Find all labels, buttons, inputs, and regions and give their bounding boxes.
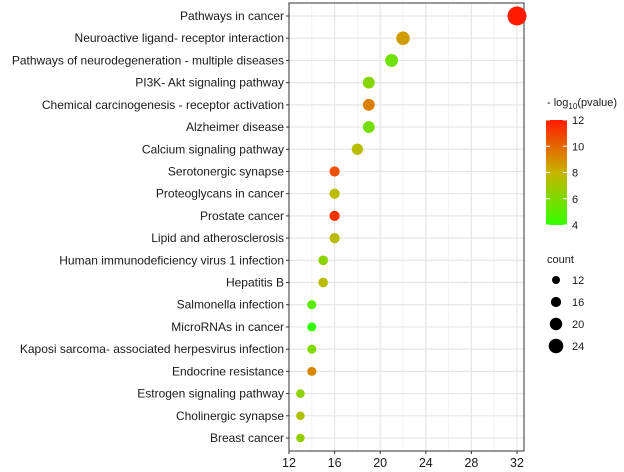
colorbar — [546, 120, 567, 225]
data-point — [318, 255, 329, 266]
data-point — [329, 233, 340, 244]
colorbar-label: 8 — [572, 168, 578, 180]
y-tick-label: Cholinergic synapse — [176, 409, 284, 423]
y-tick-label: Endocrine resistance — [172, 364, 284, 378]
data-points — [296, 6, 527, 443]
y-tick-label: Lipid and atherosclerosis — [151, 231, 284, 245]
data-point — [329, 188, 340, 199]
colorbar-label: 6 — [572, 194, 578, 206]
data-point — [362, 98, 375, 111]
y-tick-label: Salmonella infection — [177, 298, 284, 312]
data-point — [351, 143, 364, 155]
data-point — [307, 366, 317, 376]
y-tick-label: MicroRNAs in cancer — [171, 320, 284, 334]
y-axis-labels: Pathways in cancer Neuroactive ligand- re… — [12, 9, 289, 445]
x-tick-label: 16 — [328, 456, 342, 470]
grid-lines — [288, 3, 524, 451]
y-tick-label: PI3K- Akt signaling pathway — [135, 76, 284, 90]
size-legend-label: 20 — [572, 319, 584, 331]
x-axis-ticks: 12 16 20 24 28 32 — [282, 451, 524, 470]
data-point — [296, 411, 305, 421]
data-point — [362, 76, 375, 89]
y-tick-label: Serotonergic synapse — [168, 164, 284, 178]
plot-panel — [288, 2, 525, 452]
y-tick-label: Estrogen signaling pathway — [137, 387, 284, 401]
x-tick-label: 32 — [510, 456, 524, 470]
size-legend-dot — [549, 317, 563, 331]
colorbar-label: 10 — [572, 141, 584, 153]
y-tick-label: Human immunodeficiency virus 1 infection — [59, 253, 284, 267]
y-tick-label: Prostate cancer — [200, 209, 284, 223]
data-point — [296, 389, 305, 398]
x-tick-label: 12 — [282, 456, 296, 470]
y-tick-label: Neuroactive ligand- receptor interaction — [75, 31, 284, 45]
data-point — [329, 210, 340, 221]
size-legend-label: 16 — [572, 297, 584, 309]
y-tick-label: Pathways of neurodegeneration - multiple… — [12, 53, 284, 67]
data-point — [318, 277, 329, 288]
size-legend-dot — [548, 338, 564, 354]
size-legend: count 12 16 20 24 — [547, 254, 584, 354]
data-point — [385, 53, 399, 67]
data-point — [296, 433, 305, 443]
data-point — [507, 6, 527, 26]
data-point — [362, 121, 375, 133]
size-legend-title: count — [547, 254, 574, 266]
y-tick-label: Proteoglycans in cancer — [156, 187, 284, 201]
y-tick-label: Breast cancer — [210, 431, 284, 445]
data-point — [307, 344, 317, 354]
size-legend-label: 12 — [572, 275, 584, 287]
colorbar-label: 4 — [572, 220, 578, 232]
x-tick-label: 28 — [464, 456, 478, 470]
y-tick-label: Hepatitis B — [226, 276, 284, 290]
color-legend-title: - log10(pvalue) — [547, 97, 617, 111]
data-point — [329, 166, 340, 177]
size-legend-label: 24 — [572, 341, 584, 353]
y-tick-label: Pathways in cancer — [180, 9, 284, 23]
data-point — [307, 322, 317, 332]
y-tick-label: Chemical carcinogenesis - receptor activ… — [42, 98, 284, 112]
y-tick-label: Alzheimer disease — [186, 120, 284, 134]
y-tick-label: Kaposi sarcoma- associated herpesvirus i… — [20, 342, 284, 356]
colorbar-label: 12 — [572, 115, 584, 127]
x-tick-label: 24 — [419, 456, 433, 470]
data-point — [396, 31, 410, 45]
data-point — [307, 300, 317, 310]
size-legend-dot — [552, 276, 560, 284]
y-tick-label: Calcium signaling pathway — [142, 142, 284, 156]
color-legend: - log10(pvalue) 12 10 8 6 4 — [546, 97, 617, 232]
x-tick-label: 20 — [373, 456, 387, 470]
size-legend-dot — [550, 296, 562, 308]
